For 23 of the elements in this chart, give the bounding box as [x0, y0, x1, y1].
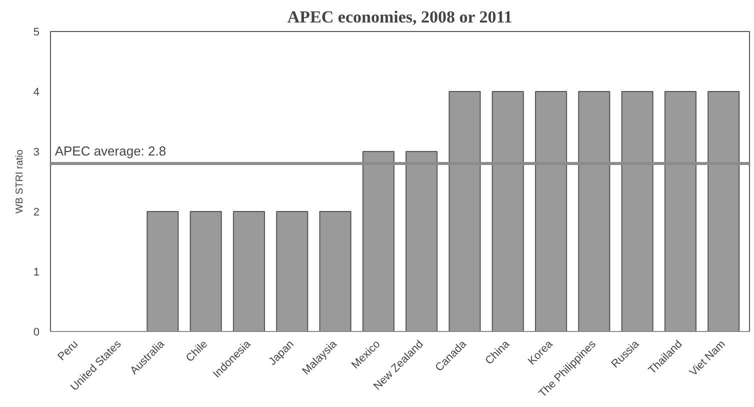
bar	[708, 91, 740, 332]
bar	[276, 211, 308, 332]
bar	[621, 91, 654, 332]
y-tick-label: 2	[33, 206, 40, 218]
ref-line-label: APEC average: 2.8	[54, 144, 166, 158]
bar	[448, 91, 481, 332]
chart-title: APEC economies, 2008 or 2011	[287, 8, 512, 26]
y-tick-label: 4	[33, 86, 40, 98]
bar	[534, 91, 568, 332]
bar	[190, 211, 222, 332]
bar	[232, 211, 266, 332]
y-tick-label: 5	[33, 26, 40, 38]
bar	[146, 211, 179, 332]
bar	[406, 151, 438, 332]
y-axis-title: WB STRI ratio	[14, 149, 26, 214]
y-tick-label: 1	[33, 266, 40, 278]
bar	[578, 91, 610, 332]
y-tick-label: 0	[33, 326, 40, 338]
bar	[664, 91, 696, 332]
bar	[319, 211, 352, 332]
bar	[362, 151, 394, 332]
y-tick-label: 3	[33, 146, 40, 158]
bar	[492, 91, 524, 332]
